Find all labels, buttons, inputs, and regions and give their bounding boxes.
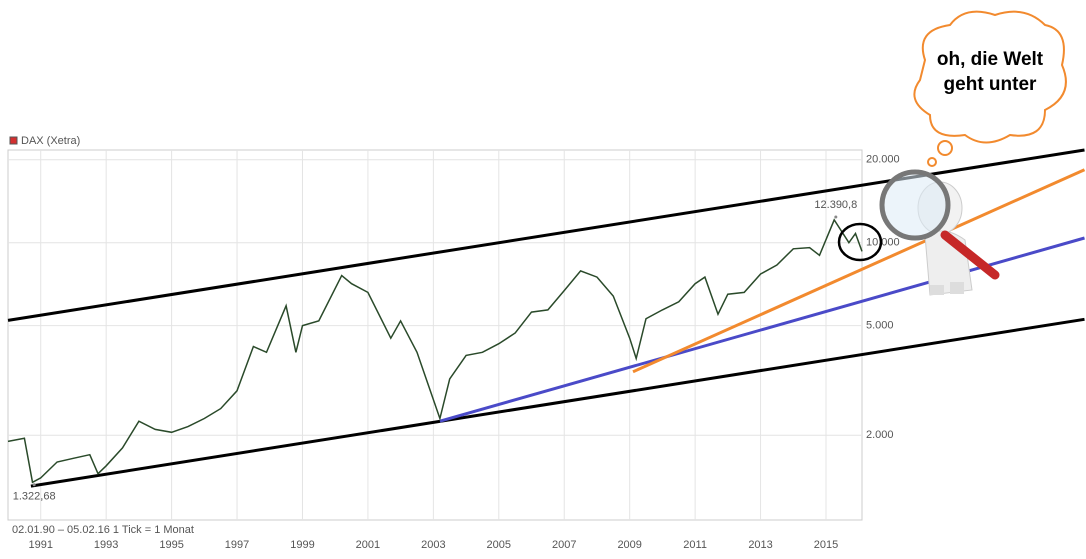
price-line xyxy=(7,218,863,484)
cartoon-figure xyxy=(879,169,1000,296)
trend-line xyxy=(439,236,1085,423)
x-tick-label: 1995 xyxy=(159,539,183,551)
x-tick-label: 2003 xyxy=(421,539,445,551)
plot-frame xyxy=(7,149,863,521)
x-tick-label: 2009 xyxy=(617,539,641,551)
x-tick-label: 1997 xyxy=(225,539,249,551)
y-tick-label: 5.000 xyxy=(866,320,894,332)
annotation-label: 1.322,68 xyxy=(13,491,56,503)
x-tick-label: 2015 xyxy=(814,539,838,551)
x-tick-label: 2001 xyxy=(356,539,380,551)
x-tick-label: 2011 xyxy=(683,539,707,551)
speech-line: geht unter xyxy=(944,74,1037,95)
legend-label: DAX (Xetra) xyxy=(21,135,80,147)
x-tick-label: 2005 xyxy=(487,539,511,551)
annotation-label: 12.390,8 xyxy=(814,199,857,211)
x-tick-label: 2013 xyxy=(748,539,772,551)
x-tick-label: 1993 xyxy=(94,539,118,551)
y-tick-label: 2.000 xyxy=(866,429,894,441)
legend-swatch xyxy=(9,136,18,145)
thought-cloud: oh, die Welt geht unter xyxy=(913,10,1067,167)
annotation-point xyxy=(32,483,36,487)
y-tick-label: 10.000 xyxy=(866,237,900,249)
trend-line xyxy=(632,168,1086,374)
speech-line: oh, die Welt xyxy=(937,49,1044,70)
x-tick-label: 1999 xyxy=(290,539,314,551)
x-tick-label: 1991 xyxy=(28,539,52,551)
x-tick-label: 2007 xyxy=(552,539,576,551)
annotation-point xyxy=(834,215,838,219)
trend-line xyxy=(30,317,1085,488)
y-tick-label: 20.000 xyxy=(866,154,900,166)
footnote: 02.01.90 – 05.02.16 1 Tick = 1 Monat xyxy=(12,524,194,536)
highlight-circle xyxy=(837,222,883,262)
